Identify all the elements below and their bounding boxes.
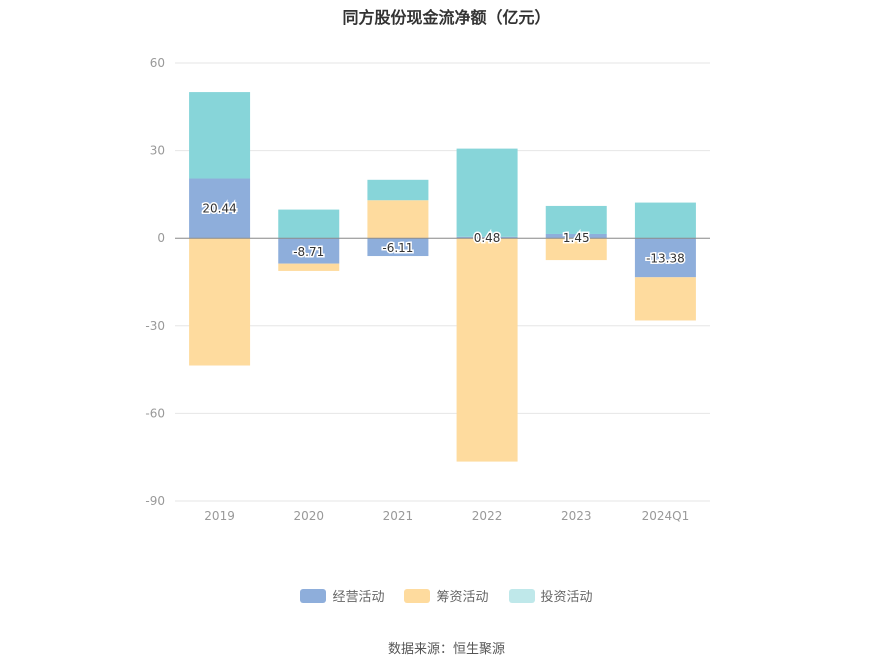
source-note: 数据来源：恒生聚源 bbox=[387, 642, 505, 657]
bar-投资活动-2020[interactable] bbox=[278, 209, 340, 239]
x-tick-label: 2020 bbox=[293, 509, 324, 523]
y-tick-label: 0 bbox=[157, 231, 165, 245]
data-label: 20.44 bbox=[202, 201, 236, 215]
bar-投资活动-2022[interactable] bbox=[456, 148, 518, 237]
bar-筹资活动-2021[interactable] bbox=[367, 200, 429, 239]
bar-筹资活动-2019[interactable] bbox=[189, 238, 251, 366]
legend-label: 投资活动 bbox=[540, 590, 593, 605]
y-tick-label: -30 bbox=[145, 319, 165, 333]
legend-label: 经营活动 bbox=[332, 590, 385, 605]
legend-label: 筹资活动 bbox=[436, 590, 489, 605]
x-tick-label: 2024Q1 bbox=[642, 509, 690, 523]
bar-经营活动-2020[interactable] bbox=[278, 238, 340, 264]
bar-投资活动-2024Q1[interactable] bbox=[634, 202, 696, 239]
bar-经营活动-2019[interactable] bbox=[189, 178, 251, 239]
y-tick-label: 60 bbox=[150, 56, 165, 70]
bar-投资活动-2023[interactable] bbox=[545, 205, 607, 234]
grid-lines bbox=[175, 62, 710, 502]
data-label: -13.38 bbox=[646, 252, 685, 266]
x-tick-label: 2021 bbox=[383, 509, 414, 523]
bar-投资活动-2019[interactable] bbox=[189, 92, 251, 179]
legend-item-investing[interactable]: 投资活动 bbox=[508, 586, 593, 605]
x-tick-label: 2022 bbox=[472, 509, 503, 523]
y-tick-label: 30 bbox=[150, 144, 165, 158]
bar-筹资活动-2022[interactable] bbox=[456, 238, 518, 462]
bars bbox=[189, 92, 696, 462]
legend: 经营活动 筹资活动 投资活动 bbox=[0, 586, 893, 605]
bar-投资活动-2021[interactable] bbox=[367, 179, 429, 201]
chart-title: 同方股份现金流净额（亿元） bbox=[342, 8, 551, 27]
legend-swatch bbox=[508, 588, 535, 603]
x-tick-labels: 2019 2020 2021 2022 2023 2024Q1 bbox=[204, 509, 689, 523]
y-tick-labels: 60 30 0 -30 -60 -90 bbox=[145, 56, 165, 508]
data-label: 1.45 bbox=[563, 231, 590, 245]
data-label: -6.11 bbox=[382, 241, 413, 255]
y-tick-label: -90 bbox=[145, 494, 165, 508]
legend-item-operating[interactable]: 经营活动 bbox=[300, 586, 384, 605]
data-label: 0.48 bbox=[474, 231, 501, 245]
bar-经营活动-2023[interactable] bbox=[545, 233, 607, 239]
y-tick-label: -60 bbox=[145, 406, 165, 420]
legend-swatch bbox=[300, 588, 327, 603]
x-tick-label: 2023 bbox=[561, 509, 592, 523]
bar-筹资活动-2023[interactable] bbox=[545, 238, 607, 261]
bar-筹资活动-2020[interactable] bbox=[278, 263, 340, 271]
bar-经营活动-2022[interactable] bbox=[456, 236, 518, 239]
legend-swatch bbox=[404, 588, 431, 603]
legend-item-financing[interactable]: 筹资活动 bbox=[404, 586, 489, 605]
bar-经营活动-2021[interactable] bbox=[367, 238, 429, 257]
bar-筹资活动-2024Q1[interactable] bbox=[634, 277, 696, 321]
data-label: -8.71 bbox=[293, 245, 324, 259]
bar-经营活动-2024Q1[interactable] bbox=[634, 238, 696, 278]
x-tick-label: 2019 bbox=[204, 509, 235, 523]
data-labels: 20.44 -8.71 -6.11 0.48 1.45 -13.38 bbox=[201, 200, 686, 267]
